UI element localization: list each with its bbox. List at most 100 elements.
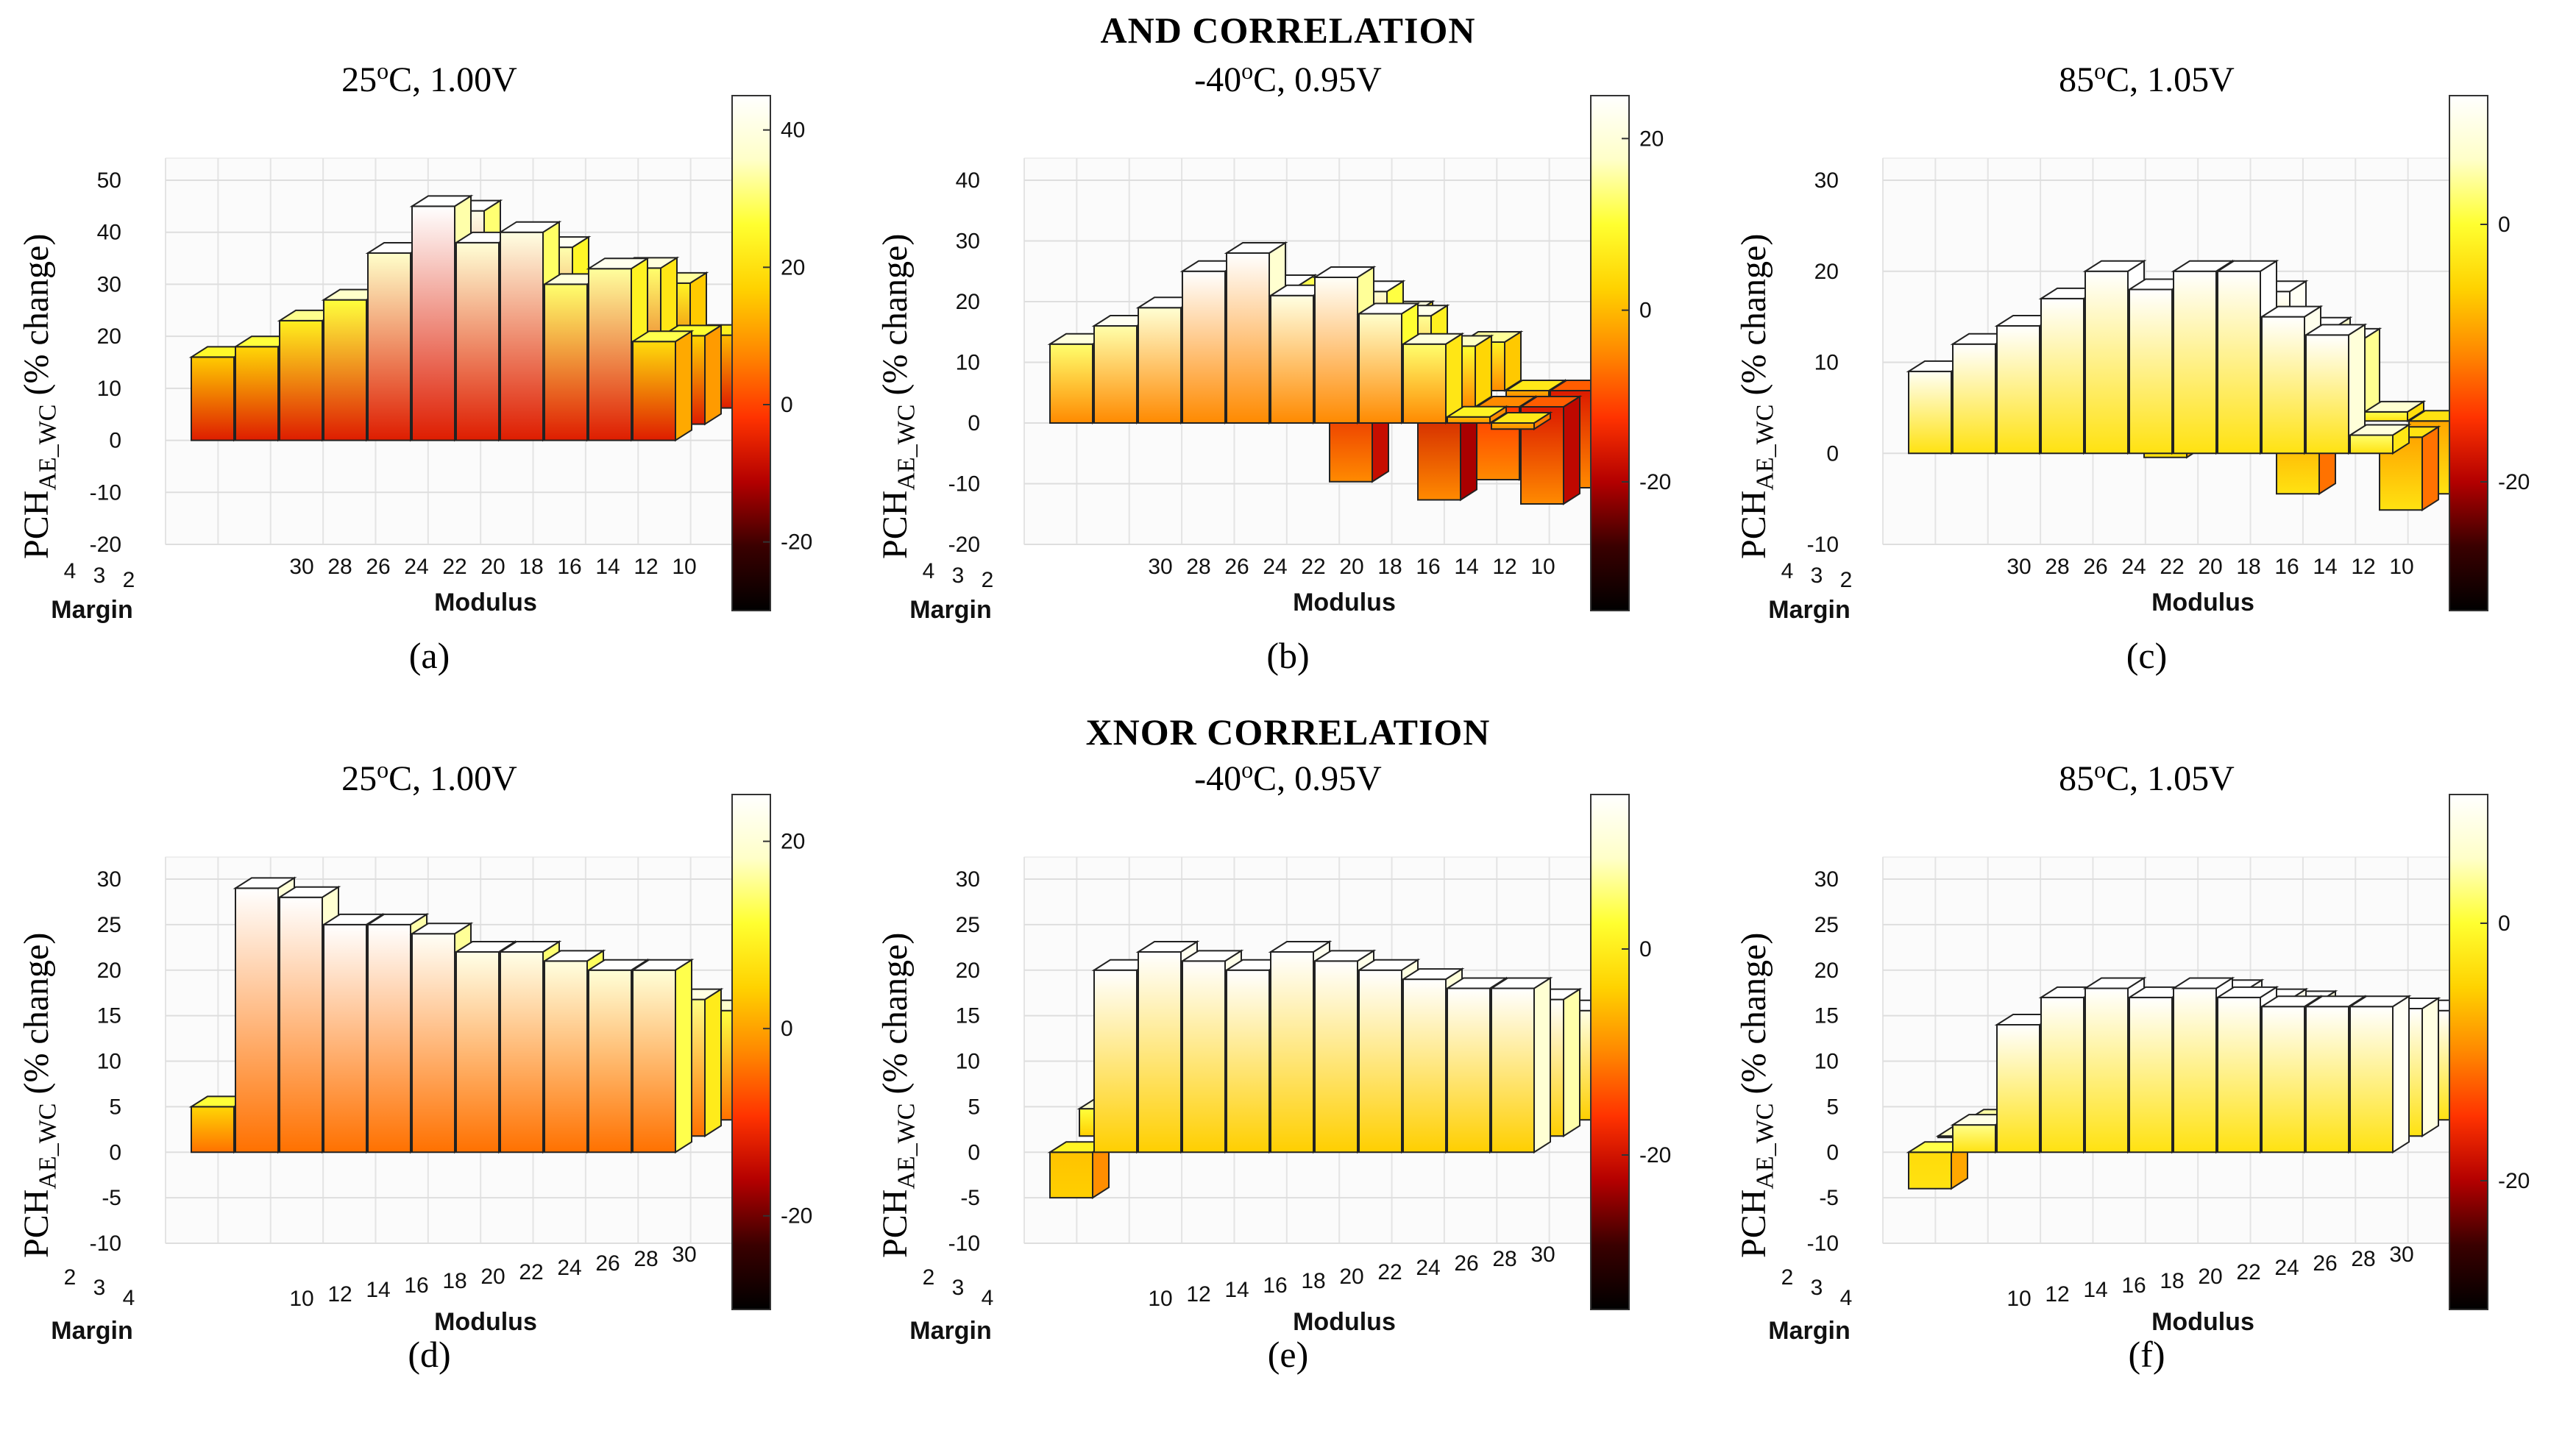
modulus-tick-label: 12 xyxy=(2045,1282,2069,1307)
modulus-tick-label: 16 xyxy=(2121,1273,2146,1298)
modulus-tick-label: 18 xyxy=(442,1269,466,1293)
modulus-tick-label: 16 xyxy=(404,1273,428,1298)
panel-title: 85oC, 1.05V xyxy=(2059,57,2235,99)
x-axis-label: Modulus xyxy=(2151,1308,2254,1336)
modulus-tick-label: 20 xyxy=(1339,1265,1363,1289)
y-tick-label: 30 xyxy=(956,867,980,892)
x-axis-label: Modulus xyxy=(1293,1308,1396,1336)
y-tick-label: 10 xyxy=(956,1050,980,1074)
bar xyxy=(2347,995,2412,1154)
margin-tick-label: 3 xyxy=(952,1276,965,1300)
colorbar-tick-label: 20 xyxy=(781,830,805,854)
y-tick-label: -10 xyxy=(948,472,980,497)
y-tick-label: 25 xyxy=(956,913,980,937)
modulus-tick-label: 22 xyxy=(1301,555,1325,579)
y-tick-label: 20 xyxy=(1814,260,1839,284)
y-tick-label: -10 xyxy=(1807,1231,1839,1256)
margin-tick-label: 2 xyxy=(982,568,994,592)
panel-title: 25oC, 1.00V xyxy=(341,57,517,99)
margin-tick-label: 4 xyxy=(1781,559,1794,583)
modulus-tick-label: 28 xyxy=(1186,555,1210,579)
modulus-tick-label: 10 xyxy=(2006,1287,2031,1311)
colorbar-tick-label: -20 xyxy=(1639,1143,1671,1167)
x-axis-label: Modulus xyxy=(1293,589,1396,616)
modulus-tick-label: 16 xyxy=(2274,555,2299,579)
modulus-tick-label: 20 xyxy=(480,1265,505,1289)
y-tick-label: 40 xyxy=(97,221,121,245)
modulus-tick-label: 28 xyxy=(2045,555,2069,579)
panel-title: -40oC, 0.95V xyxy=(1194,57,1382,99)
modulus-tick-label: 28 xyxy=(327,555,352,579)
margin-tick-label: 2 xyxy=(923,1265,935,1290)
modulus-tick-label: 24 xyxy=(2274,1256,2299,1280)
colorbar-tick-label: -20 xyxy=(2498,470,2530,494)
modulus-tick-label: 26 xyxy=(595,1251,620,1276)
modulus-tick-label: 14 xyxy=(1454,555,1478,579)
y-tick-label: 40 xyxy=(956,168,980,193)
modulus-tick-label: 22 xyxy=(2160,555,2184,579)
y-tick-label: 20 xyxy=(1814,959,1839,983)
z-axis-label: Margin xyxy=(909,596,991,624)
modulus-tick-label: 14 xyxy=(2313,555,2337,579)
y-tick-label: 25 xyxy=(97,913,121,937)
modulus-tick-label: 22 xyxy=(519,1260,543,1284)
modulus-tick-label: 28 xyxy=(634,1247,658,1271)
y-tick-label: 30 xyxy=(1814,168,1839,193)
modulus-tick-label: 16 xyxy=(557,555,581,579)
modulus-tick-label: 16 xyxy=(1416,555,1440,579)
colorbar-tick-label: -20 xyxy=(781,1204,812,1229)
margin-tick-label: 3 xyxy=(1811,1276,1823,1300)
y-tick-label: 10 xyxy=(97,377,121,401)
y-tick-label: 20 xyxy=(97,324,121,349)
bar3d-chart: 30 20 10 0 -10 30 28 26 24 22 20 18 16 14 12 10 4 3 2 Modul… xyxy=(1768,95,2530,624)
bar xyxy=(1489,976,1553,1154)
y-tick-label: 5 xyxy=(109,1095,121,1119)
modulus-tick-label: 26 xyxy=(2313,1251,2337,1276)
y-tick-label: 0 xyxy=(968,411,980,436)
y-tick-label: 0 xyxy=(968,1140,980,1165)
margin-tick-label: 4 xyxy=(1840,1286,1853,1310)
y-tick-label: 5 xyxy=(1826,1095,1839,1119)
bar xyxy=(2362,400,2427,423)
y-tick-label: -10 xyxy=(948,1231,980,1256)
y-tick-label: 10 xyxy=(1814,351,1839,375)
z-axis-label: Margin xyxy=(1768,1317,1850,1345)
y-tick-label: -5 xyxy=(102,1186,121,1210)
colorbar-tick-label: 20 xyxy=(1639,127,1664,151)
modulus-tick-label: 12 xyxy=(327,1282,352,1307)
y-tick-label: 15 xyxy=(1814,1004,1839,1028)
panel-label: (c) xyxy=(2126,635,2168,676)
y-tick-label: 10 xyxy=(97,1050,121,1074)
colorbar xyxy=(731,794,771,1310)
colorbar-tick-label: -20 xyxy=(781,530,812,555)
margin-tick-label: 2 xyxy=(123,568,135,592)
z-axis-label: Margin xyxy=(51,596,132,624)
modulus-tick-label: 14 xyxy=(2083,1278,2107,1302)
colorbar-tick-label: 0 xyxy=(2498,911,2511,936)
modulus-tick-label: 12 xyxy=(1186,1282,1210,1307)
bar xyxy=(630,330,695,442)
margin-tick-label: 3 xyxy=(93,564,106,588)
modulus-tick-label: 10 xyxy=(1530,555,1555,579)
margin-tick-label: 3 xyxy=(1811,564,1823,588)
margin-tick-label: 2 xyxy=(1840,568,1853,592)
modulus-tick-label: 30 xyxy=(2006,555,2031,579)
colorbar xyxy=(731,95,771,611)
bar xyxy=(2347,423,2412,455)
colorbar-tick-label: 20 xyxy=(781,255,805,280)
y-tick-label: 30 xyxy=(97,272,121,296)
z-axis-label: Margin xyxy=(909,1317,991,1345)
colorbar xyxy=(1590,95,1630,611)
y-tick-label: 5 xyxy=(968,1095,980,1119)
chart-panel-c: 85oC, 1.05V (c) PCHAE_WC (% change) 30 20 10 0… xyxy=(1717,29,2576,730)
colorbar-tick-label: 0 xyxy=(2498,213,2511,237)
x-axis-label: Modulus xyxy=(434,1308,537,1336)
modulus-tick-label: 22 xyxy=(2236,1260,2260,1284)
colorbar xyxy=(2449,794,2488,1310)
chart-panel-e: -40oC, 0.95V (e) PCHAE_WC (% change) 30 25 20… xyxy=(859,728,1717,1429)
modulus-tick-label: 14 xyxy=(366,1278,390,1302)
modulus-tick-label: 18 xyxy=(519,555,543,579)
